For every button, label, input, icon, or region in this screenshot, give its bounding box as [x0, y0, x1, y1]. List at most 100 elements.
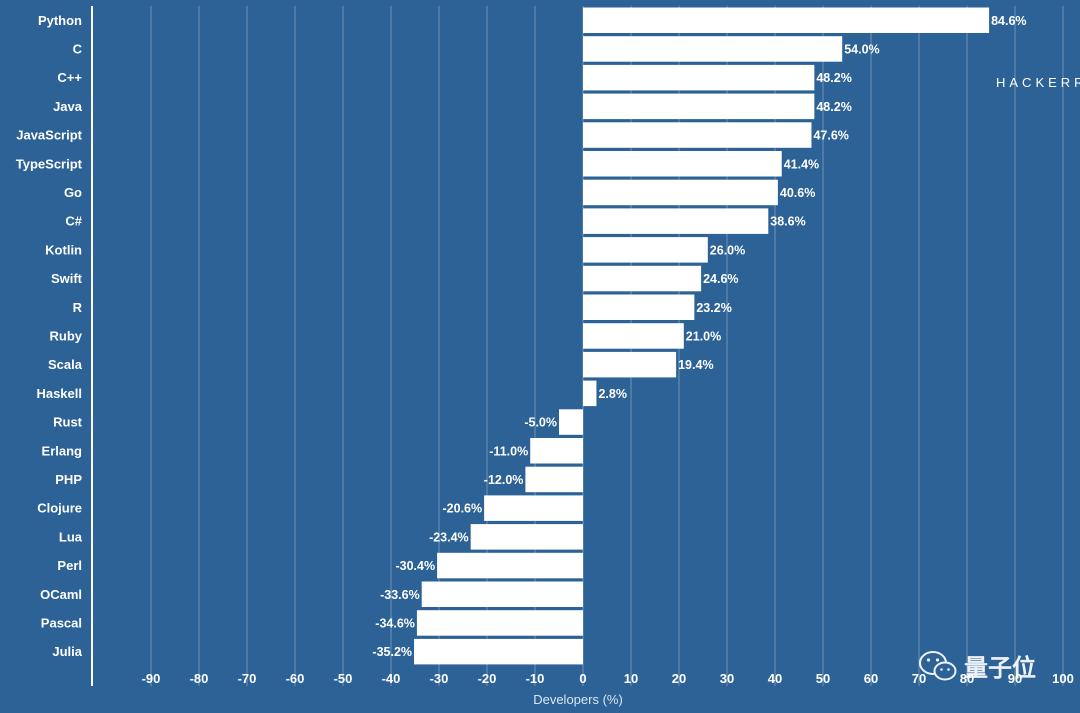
x-tick-label: -20	[478, 671, 497, 686]
category-label: Lua	[59, 529, 83, 544]
bar	[583, 36, 843, 62]
category-label: Scala	[48, 357, 83, 372]
value-label: -35.2%	[372, 645, 412, 659]
value-label: 24.6%	[703, 272, 738, 286]
value-label: 21.0%	[686, 329, 721, 343]
x-tick-label: 40	[768, 671, 782, 686]
category-label: TypeScript	[16, 156, 83, 171]
category-label: Julia	[52, 644, 82, 659]
x-tick-label: 50	[816, 671, 830, 686]
bar	[484, 495, 583, 521]
value-label: 84.6%	[991, 14, 1026, 28]
value-label: -33.6%	[380, 588, 420, 602]
bar	[583, 208, 769, 234]
category-label: C#	[65, 214, 82, 229]
bar	[583, 294, 695, 320]
grid-lines	[150, 6, 1064, 686]
value-label: 47.6%	[813, 129, 848, 143]
category-label: Swift	[51, 271, 83, 286]
bar	[583, 64, 815, 91]
bar	[559, 409, 583, 435]
category-label: R	[73, 300, 83, 315]
value-label: -30.4%	[395, 559, 435, 573]
x-tick-label: -40	[382, 671, 401, 686]
value-label: -20.6%	[443, 502, 483, 516]
category-label: C	[73, 41, 83, 56]
bar	[583, 122, 812, 148]
category-label: OCaml	[40, 587, 82, 602]
x-tick-label: 100	[1052, 671, 1074, 686]
x-tick-label: -50	[334, 671, 353, 686]
category-label: Pascal	[41, 615, 82, 630]
category-label: PHP	[55, 472, 82, 487]
value-label: -34.6%	[375, 616, 415, 630]
bar	[583, 93, 815, 120]
bar	[416, 610, 583, 636]
bar	[470, 524, 583, 550]
watermark-text: 量子位	[964, 654, 1036, 682]
x-tick-label: 30	[720, 671, 734, 686]
x-tick-label: 90	[1008, 671, 1022, 686]
bar	[525, 466, 583, 493]
category-label: Kotlin	[45, 242, 82, 257]
value-label: 54.0%	[844, 42, 879, 56]
bar	[583, 237, 708, 263]
x-axis-title: Developers (%)	[533, 692, 623, 707]
value-label: -11.0%	[489, 444, 528, 458]
value-label: 41.4%	[784, 157, 819, 171]
bar	[530, 438, 583, 464]
x-tick-label: 70	[912, 671, 926, 686]
x-tick-label: -70	[238, 671, 257, 686]
wechat-icon	[919, 650, 957, 680]
x-tick-label: -80	[190, 671, 209, 686]
bar	[583, 380, 597, 407]
value-label: 19.4%	[678, 358, 713, 372]
bar	[583, 323, 684, 349]
x-tick-label: 10	[624, 671, 638, 686]
value-labels: 84.6% 54.0% 48.2% 48.2% 47.6% 41.4% 40.6% 38.6%…	[372, 14, 1026, 659]
value-label: -12.0%	[484, 473, 524, 487]
value-label: -23.4%	[429, 530, 469, 544]
value-label: 48.2%	[816, 100, 851, 114]
value-label: 2.8%	[598, 387, 627, 401]
bar	[421, 581, 583, 607]
x-tick-label: -60	[286, 671, 305, 686]
category-label: Java	[53, 99, 83, 114]
value-label: 26.0%	[710, 243, 745, 257]
value-label: 48.2%	[816, 71, 851, 85]
category-label: Ruby	[50, 328, 83, 343]
x-tick-label: -90	[142, 671, 161, 686]
bar	[583, 351, 677, 378]
category-label: Python	[38, 13, 82, 28]
category-label: Rust	[53, 415, 83, 430]
x-tick-label: 80	[960, 671, 974, 686]
category-label: JavaScript	[16, 128, 82, 143]
category-label: Go	[64, 185, 82, 200]
x-tick-label: 20	[672, 671, 686, 686]
value-label: -5.0%	[524, 416, 557, 430]
brand-text: HACKERR	[996, 75, 1080, 90]
category-label: Clojure	[37, 501, 82, 516]
x-tick-labels: -90 -80 -70 -60 -50 -40 -30 -20 -10 0 10 20 30 40 50 60…	[142, 671, 1074, 686]
category-label: Perl	[57, 558, 82, 573]
bar	[583, 7, 990, 33]
x-tick-label: -30	[430, 671, 449, 686]
value-label: 40.6%	[780, 186, 815, 200]
value-label: 23.2%	[696, 301, 731, 315]
x-tick-label: 60	[864, 671, 878, 686]
category-labels: Python C C++ Java JavaScript TypeScript Go C# Ko…	[16, 13, 83, 659]
category-label: C++	[57, 70, 82, 85]
category-label: Erlang	[42, 443, 83, 458]
bar	[437, 552, 583, 579]
value-label: 38.6%	[770, 215, 805, 229]
x-tick-label: -10	[526, 671, 545, 686]
bar	[583, 179, 778, 206]
bar	[583, 151, 782, 177]
bar	[583, 265, 702, 292]
watermark: 量子位	[918, 648, 1036, 683]
x-tick-label: 0	[579, 671, 586, 686]
bar	[414, 638, 583, 665]
category-label: Haskell	[36, 386, 82, 401]
bars	[414, 7, 990, 665]
